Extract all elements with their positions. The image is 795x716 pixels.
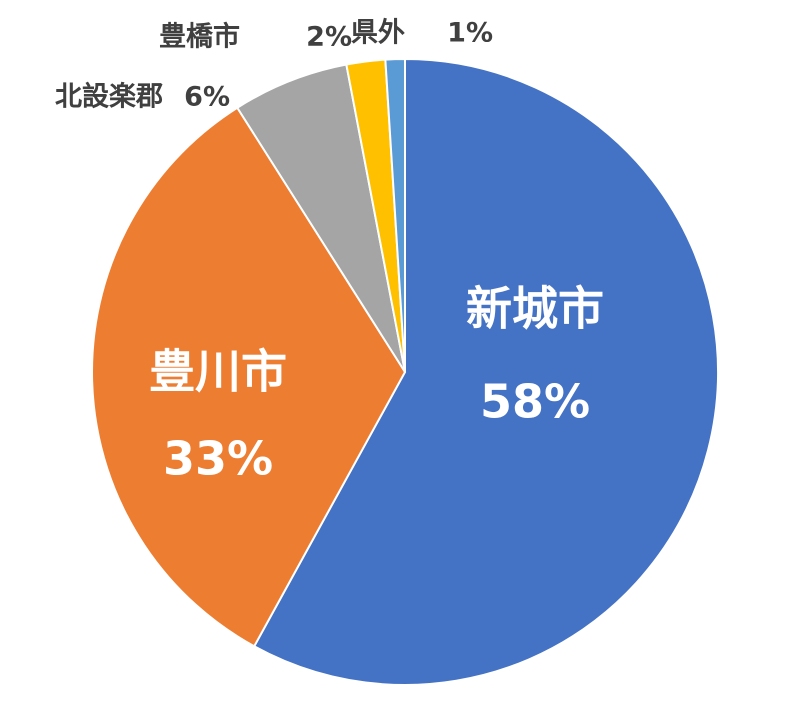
slice-label: 豊橋市 <box>159 21 240 53</box>
value-label: 2% <box>306 22 352 53</box>
value-label: 58% <box>480 375 590 429</box>
slice-label: 北設楽郡 <box>55 81 163 113</box>
pie-slice <box>235 63 406 373</box>
pie-slice <box>91 106 407 648</box>
slice-label: 新城市 <box>466 282 604 336</box>
value-label: 33% <box>163 432 273 486</box>
pie-slice <box>384 57 406 373</box>
value-label: 1% <box>447 18 493 49</box>
slice-label: 豊川市 <box>149 345 287 399</box>
pie-slice <box>252 57 719 686</box>
slice-label: 県外 <box>351 18 405 49</box>
value-label: 6% <box>184 82 230 113</box>
